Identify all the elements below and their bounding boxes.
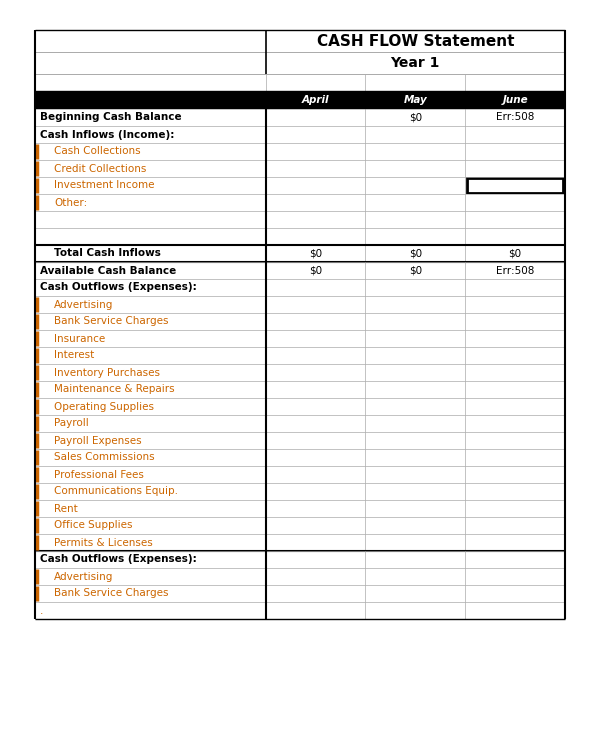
Bar — [35, 30, 565, 52]
Bar — [35, 109, 565, 126]
Text: Bank Service Charges: Bank Service Charges — [54, 317, 169, 326]
Text: Advertising: Advertising — [54, 572, 113, 582]
Text: Professional Fees: Professional Fees — [54, 469, 144, 480]
Bar — [35, 381, 565, 398]
Text: Communications Equip.: Communications Equip. — [54, 486, 178, 496]
Bar — [35, 143, 565, 160]
Text: Insurance: Insurance — [54, 334, 105, 344]
Bar — [35, 74, 565, 91]
Bar — [35, 211, 565, 228]
Bar — [35, 449, 565, 466]
Bar — [35, 568, 565, 585]
Text: Cash Outflows (Expenses):: Cash Outflows (Expenses): — [40, 283, 197, 293]
Bar — [35, 91, 565, 109]
Text: Operating Supplies: Operating Supplies — [54, 402, 154, 412]
Text: Payroll Expenses: Payroll Expenses — [54, 436, 142, 445]
Bar — [35, 313, 565, 330]
Text: Available Cash Balance: Available Cash Balance — [40, 266, 176, 275]
Bar — [35, 228, 565, 245]
Bar — [35, 398, 565, 415]
Bar — [467, 178, 563, 193]
Bar — [35, 177, 565, 194]
Text: CASH FLOW Statement: CASH FLOW Statement — [317, 34, 514, 48]
Bar — [35, 585, 565, 602]
Text: Inventory Purchases: Inventory Purchases — [54, 367, 160, 377]
Text: $0: $0 — [509, 248, 521, 258]
Text: Err:508: Err:508 — [496, 112, 534, 123]
Text: Credit Collections: Credit Collections — [54, 164, 146, 174]
Text: Cash Outflows (Expenses):: Cash Outflows (Expenses): — [40, 555, 197, 564]
Text: $0: $0 — [409, 112, 422, 123]
Bar — [35, 415, 565, 432]
Bar — [35, 347, 565, 364]
Bar — [35, 245, 565, 262]
Text: Cash Inflows (Income):: Cash Inflows (Income): — [40, 129, 175, 139]
Text: Payroll: Payroll — [54, 418, 89, 429]
Bar — [35, 364, 565, 381]
Text: Year 1: Year 1 — [391, 56, 440, 70]
Text: $0: $0 — [409, 266, 422, 275]
Bar — [35, 330, 565, 347]
Text: .: . — [40, 605, 43, 615]
Bar — [35, 500, 565, 517]
Bar — [35, 432, 565, 449]
Text: Maintenance & Repairs: Maintenance & Repairs — [54, 385, 175, 394]
Bar — [35, 279, 565, 296]
Bar — [35, 483, 565, 500]
Text: April: April — [302, 95, 329, 105]
Text: May: May — [403, 95, 427, 105]
Text: Beginning Cash Balance: Beginning Cash Balance — [40, 112, 182, 123]
Text: June: June — [502, 95, 528, 105]
Text: Sales Commissions: Sales Commissions — [54, 453, 155, 463]
Bar — [35, 262, 565, 279]
Text: Other:: Other: — [54, 198, 87, 207]
Text: Permits & Licenses: Permits & Licenses — [54, 537, 153, 548]
Text: $0: $0 — [309, 248, 322, 258]
Text: Investment Income: Investment Income — [54, 180, 155, 191]
Text: $0: $0 — [309, 266, 322, 275]
Text: Bank Service Charges: Bank Service Charges — [54, 588, 169, 599]
Bar — [35, 534, 565, 551]
Text: Advertising: Advertising — [54, 299, 113, 310]
Text: Office Supplies: Office Supplies — [54, 520, 133, 531]
Bar — [35, 296, 565, 313]
Bar — [35, 126, 565, 143]
Bar — [35, 517, 565, 534]
Text: Total Cash Inflows: Total Cash Inflows — [54, 248, 161, 258]
Text: Cash Collections: Cash Collections — [54, 147, 140, 156]
Text: Rent: Rent — [54, 504, 78, 513]
Text: Interest: Interest — [54, 350, 94, 361]
Text: Err:508: Err:508 — [496, 266, 534, 275]
Bar — [35, 160, 565, 177]
Bar — [35, 52, 565, 74]
Text: $0: $0 — [409, 248, 422, 258]
Bar — [35, 466, 565, 483]
Bar — [35, 551, 565, 568]
Bar — [35, 194, 565, 211]
Bar — [35, 602, 565, 619]
